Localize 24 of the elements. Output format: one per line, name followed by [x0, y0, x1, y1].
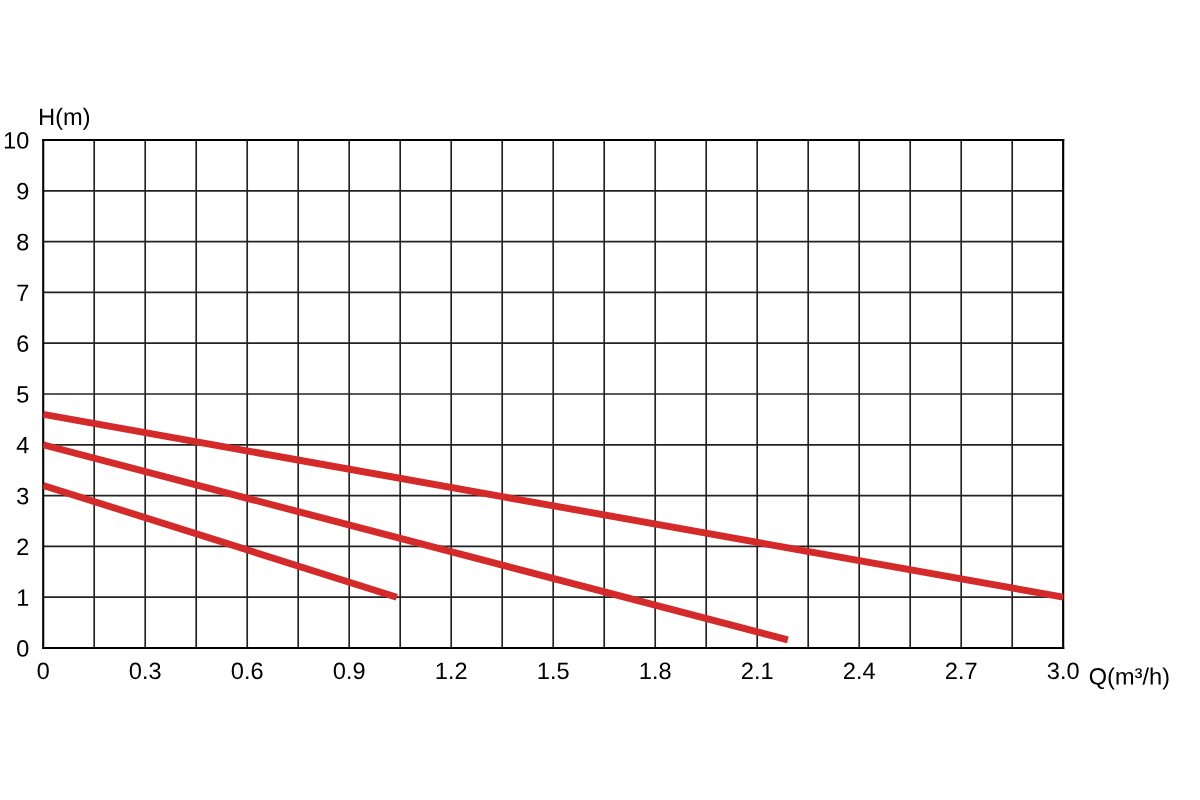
y-tick-label: 3 [17, 487, 29, 505]
x-tick-label: 0.6 [231, 662, 263, 680]
x-tick-label: 2.7 [945, 662, 977, 679]
y-tick-label: 7 [17, 284, 29, 301]
y-tick-label: 1 [17, 589, 29, 606]
y-tick-label: 10 [4, 132, 29, 149]
y-tick-label: 5 [17, 386, 29, 403]
x-tick-label: 1.2 [436, 662, 467, 679]
y-tick-label: 0 [17, 640, 29, 657]
x-axis-title: Q(m³/h) [1089, 667, 1169, 690]
y-tick-label: 8 [17, 233, 29, 251]
x-tick-label: 3.0 [1047, 662, 1079, 680]
x-tick-label: 1.8 [640, 662, 671, 680]
x-tick-label: 0 [37, 662, 49, 680]
y-tick-label: 6 [17, 335, 29, 352]
y-axis-title: H(m) [40, 107, 90, 130]
y-tick-label: 9 [17, 182, 29, 200]
x-tick-label: 2.4 [843, 662, 875, 679]
y-tick-label: 4 [16, 437, 29, 454]
x-tick-label: 0.3 [129, 662, 161, 680]
y-tick-label: 2 [17, 538, 29, 555]
x-tick-label: 2.1 [741, 662, 773, 679]
x-tick-label: 0.9 [333, 662, 365, 680]
x-tick-label: 1.5 [538, 662, 569, 680]
